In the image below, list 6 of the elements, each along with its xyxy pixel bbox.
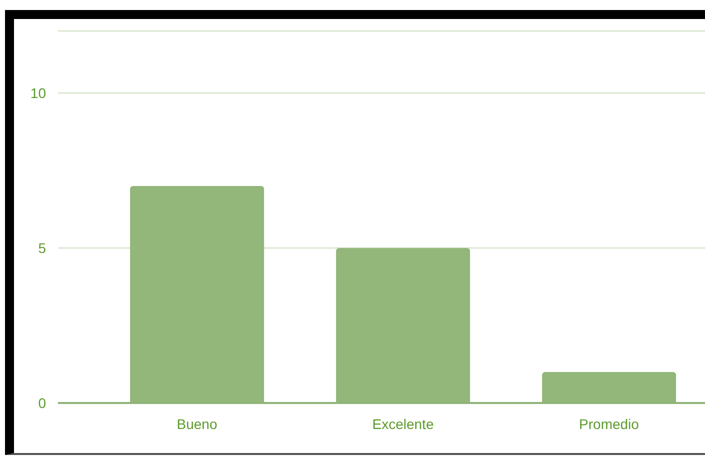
x-tick-label: Bueno: [176, 416, 218, 432]
y-tick-label: 0: [38, 394, 46, 411]
x-tick-label: Promedio: [579, 416, 640, 432]
y-tick-label: 10: [30, 84, 46, 101]
y-tick-label: 5: [38, 240, 46, 256]
x-tick-label: Excelente: [372, 416, 434, 432]
